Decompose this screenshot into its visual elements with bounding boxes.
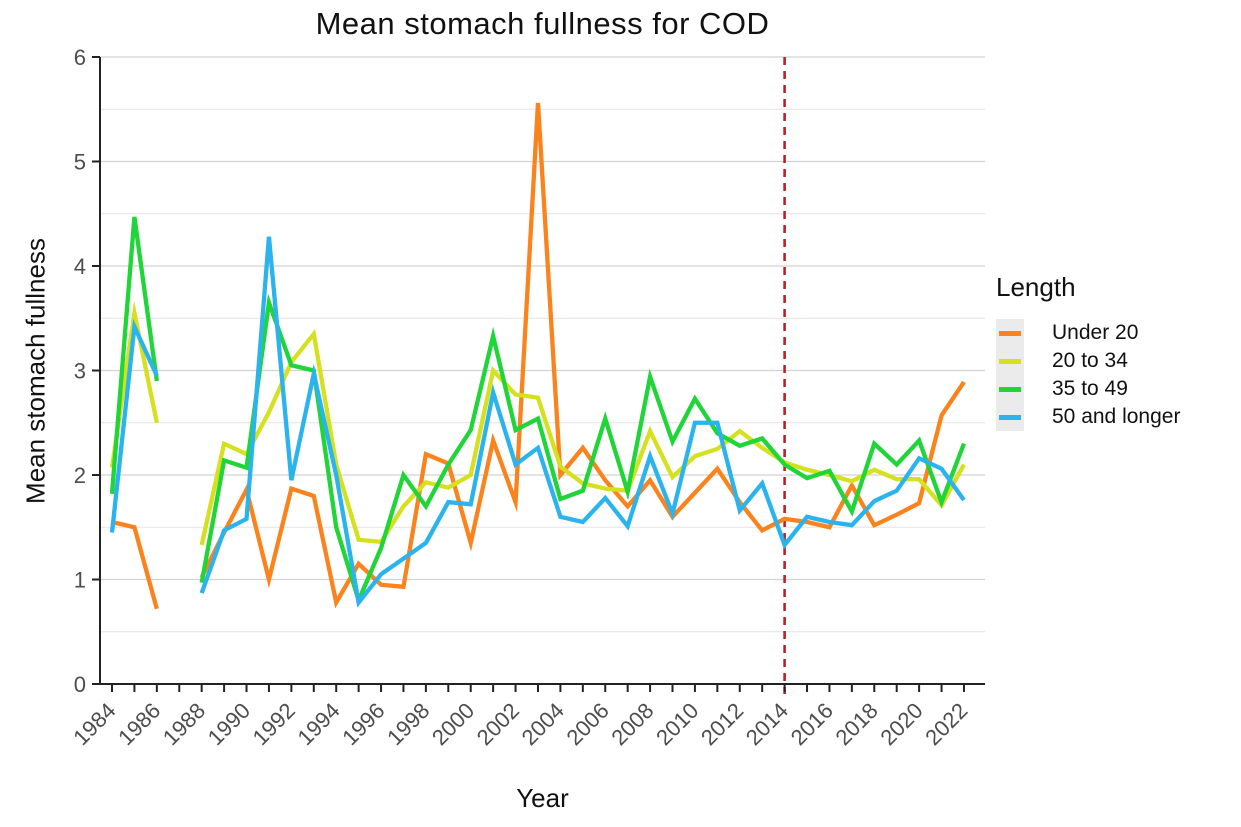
x-tick-label: 2014: [741, 698, 793, 750]
legend-item-20-to-34: 20 to 34: [996, 347, 1180, 375]
y-tick-label: 1: [74, 568, 86, 593]
legend-label: 50 and longer: [1052, 405, 1181, 428]
y-tick-label: 5: [74, 150, 86, 175]
y-tick-label: 3: [74, 359, 86, 384]
x-tick-label: 2010: [651, 698, 703, 750]
y-tick-label: 0: [74, 672, 86, 697]
x-tick-labels: 1984198619881990199219941996199820002002…: [68, 698, 972, 750]
chart-title: Mean stomach fullness for COD: [315, 6, 770, 41]
x-tick-label: 2000: [427, 698, 479, 750]
legend-label: Under 20: [1052, 321, 1139, 344]
x-tick-label: 2018: [831, 698, 883, 750]
x-axis-title: Year: [516, 783, 569, 813]
legend-item-50-and-longer: 50 and longer: [996, 403, 1180, 431]
legend-line-icon: [999, 359, 1021, 364]
minor-gridlines: [100, 108, 985, 633]
y-tick-label: 2: [74, 463, 86, 488]
x-tick-label: 1988: [158, 698, 210, 750]
x-tick-label: 1998: [382, 698, 434, 750]
x-tick-label: 2020: [875, 698, 927, 750]
legend-label: 35 to 49: [1052, 377, 1128, 400]
series-line-50-and-longer: [109, 236, 966, 608]
y-tick-labels: 0 1 2 3 4 5 6: [74, 45, 86, 697]
x-tick-label: 2004: [517, 698, 569, 750]
legend-item-under-20: Under 20: [996, 319, 1180, 347]
x-tick-label: 2008: [606, 698, 658, 750]
series-line-under-20: [111, 102, 966, 610]
legend-key-50-and-longer: [996, 403, 1024, 431]
x-tick-label: 2006: [561, 698, 613, 750]
x-tick-label: 1986: [113, 698, 165, 750]
y-tick-label: 6: [74, 45, 86, 70]
axis-ticks: [92, 56, 965, 692]
x-tick-label: 1990: [203, 698, 255, 750]
legend-key-20-to-34: [996, 347, 1024, 375]
x-tick-label: 2002: [472, 698, 524, 750]
series-line-35-to-49: [109, 216, 966, 607]
x-tick-label: 1984: [68, 698, 120, 750]
legend-line-icon: [999, 387, 1021, 392]
y-tick-label: 4: [74, 254, 86, 279]
legend-label: 20 to 34: [1052, 349, 1128, 372]
x-tick-label: 1996: [337, 698, 389, 750]
legend-line-icon: [999, 331, 1021, 336]
x-tick-label: 2016: [786, 698, 838, 750]
legend-title: Length: [996, 272, 1076, 302]
x-tick-label: 1994: [292, 698, 344, 750]
legend-line-icon: [999, 415, 1021, 420]
chart-legend: Length Under 20 20 to 34 35 to 49 50 and…: [996, 272, 1180, 431]
x-tick-label: 1992: [248, 698, 300, 750]
legend-item-35-to-49: 35 to 49: [996, 375, 1180, 403]
legend-key-35-to-49: [996, 375, 1024, 403]
legend-key-under-20: [996, 319, 1024, 347]
x-tick-label: 2012: [696, 698, 748, 750]
x-tick-label: 2022: [920, 698, 972, 750]
